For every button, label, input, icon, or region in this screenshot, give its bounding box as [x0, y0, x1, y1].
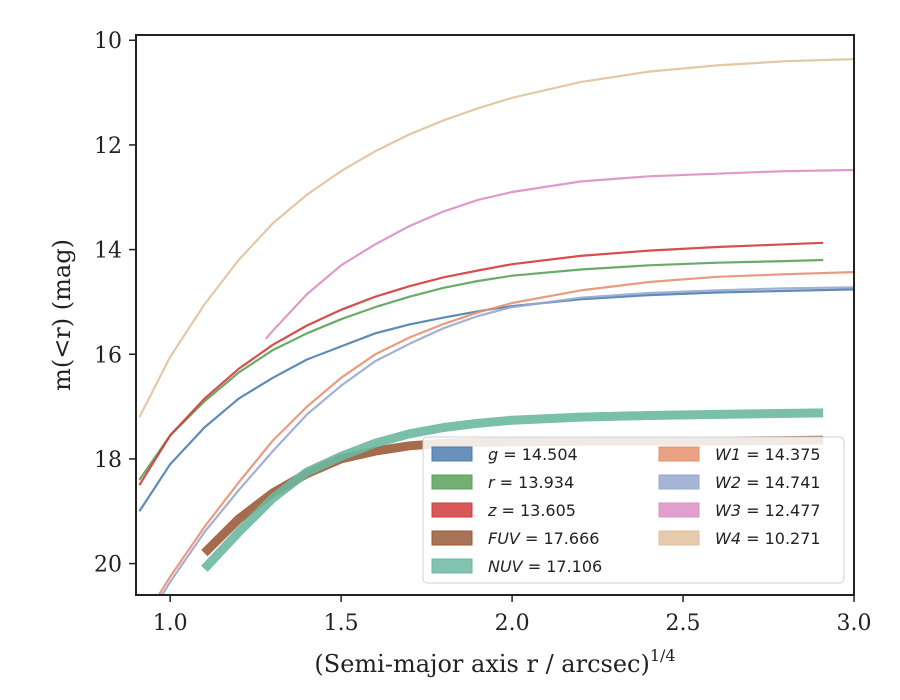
- legend-swatch-z: [431, 502, 473, 518]
- x-axis-label-text: (Semi-major axis r / arcsec): [314, 650, 649, 678]
- series-line-w4: [138, 58, 854, 418]
- legend-entry-w4: W4 = 10.271: [715, 529, 821, 548]
- y-axis-label: m(<r) (mag): [48, 239, 76, 391]
- series-line-w3: [265, 168, 854, 340]
- y-tick-label: 14: [94, 239, 122, 264]
- series-line-w1: [157, 271, 854, 595]
- x-axis-label-exponent: 1/4: [650, 646, 676, 665]
- series-line-nuv: [201, 408, 824, 572]
- legend-entry-fuv: FUV = 17.666: [488, 529, 599, 548]
- y-tick-label: 16: [94, 343, 122, 368]
- x-tick-label: 2.0: [495, 611, 530, 636]
- legend-swatch-w1: [658, 446, 700, 462]
- legend-swatch-w3: [658, 502, 700, 518]
- x-axis-ticks: 1.0 1.5 2.0 2.5 3.0: [153, 595, 872, 636]
- legend-swatch-w2: [658, 474, 700, 490]
- legend-frame: [422, 436, 845, 584]
- legend-swatch-r: [431, 474, 473, 490]
- legend-entry-z: z = 13.605: [487, 501, 576, 520]
- y-tick-label: 12: [94, 134, 122, 159]
- x-tick-label: 1.0: [153, 611, 188, 636]
- x-axis-label: (Semi-major axis r / arcsec)1/4: [314, 646, 675, 678]
- legend-entry-nuv: NUV = 17.106: [488, 557, 602, 576]
- x-tick-label: 2.5: [666, 611, 701, 636]
- y-axis-ticks: 10 12 14 16 18 20: [94, 29, 136, 578]
- series-line-g: [138, 288, 854, 512]
- legend-swatch-w4: [658, 530, 700, 546]
- legend-swatch-fuv: [431, 530, 473, 546]
- legend-entry-w3: W3 = 12.477: [715, 501, 821, 520]
- x-tick-label: 1.5: [324, 611, 359, 636]
- y-tick-label: 20: [94, 553, 122, 578]
- series-line-z: [138, 241, 824, 486]
- x-tick-label: 3.0: [837, 611, 872, 636]
- series-line-r: [138, 258, 824, 481]
- plot-frame: [135, 34, 855, 596]
- y-tick-label: 10: [94, 29, 122, 54]
- legend-entry-r: r = 13.934: [488, 473, 574, 492]
- legend-entry-g: g = 14.504: [488, 445, 578, 464]
- series-line-w2: [160, 286, 854, 595]
- legend-entry-w2: W2 = 14.741: [715, 473, 821, 492]
- y-tick-label: 18: [94, 448, 122, 473]
- legend: g = 14.504 r = 13.934 z = 13.605 FUV = 17.6…: [422, 436, 845, 584]
- legend-swatch-g: [431, 446, 473, 462]
- legend-swatch-nuv: [431, 558, 473, 574]
- legend-entry-w1: W1 = 14.375: [715, 445, 821, 464]
